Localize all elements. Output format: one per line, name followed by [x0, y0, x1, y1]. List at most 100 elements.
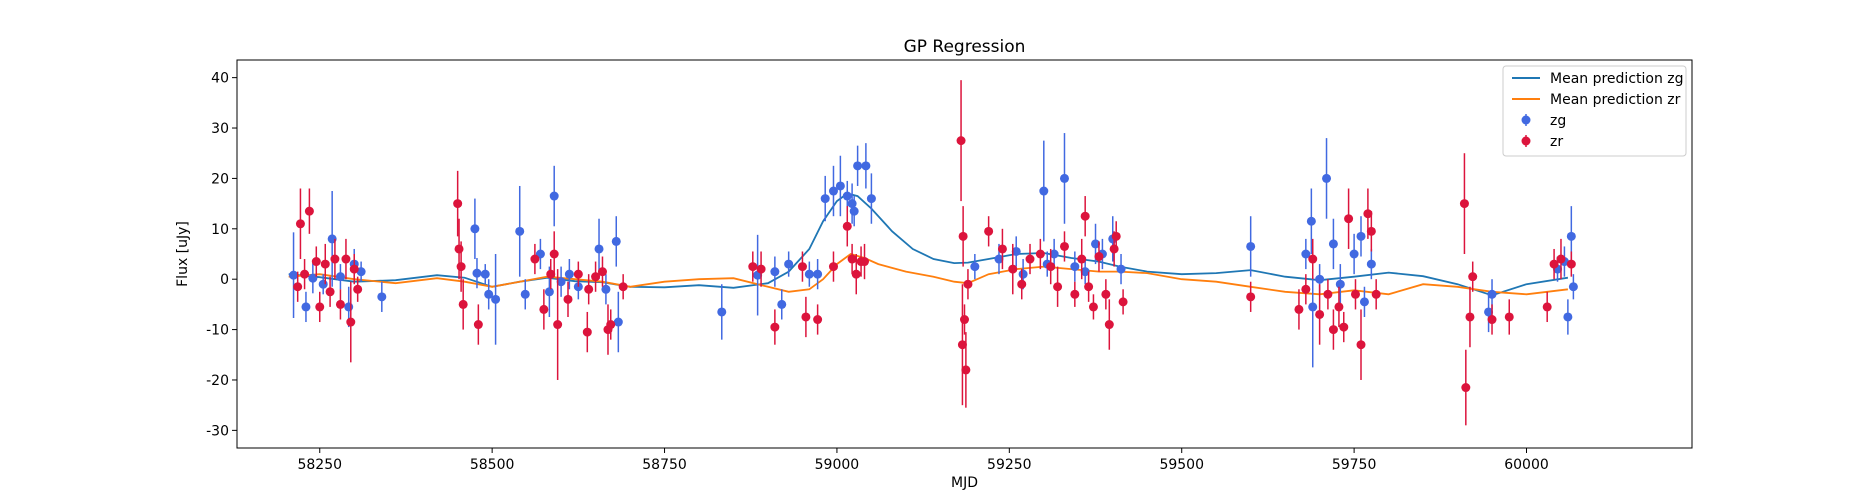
data-point-3-88	[1465, 312, 1475, 322]
data-point-3-58	[1053, 282, 1063, 292]
data-point-2-38	[847, 199, 857, 209]
data-point-3-75	[1315, 309, 1325, 319]
data-point-2-35	[828, 186, 838, 196]
data-point-3-29	[597, 267, 607, 277]
data-point-2-70	[1487, 289, 1497, 299]
data-point-2-42	[866, 194, 876, 204]
data-point-3-11	[346, 317, 356, 327]
data-point-2-58	[1301, 249, 1311, 259]
y-tick-label-1: -20	[206, 373, 229, 389]
data-point-2-3	[318, 279, 328, 289]
data-point-2-23	[594, 244, 604, 254]
data-point-2-25	[611, 236, 621, 246]
data-point-3-48	[960, 315, 969, 325]
legend-label-3: zr	[1550, 134, 1563, 150]
data-point-3-26	[582, 327, 592, 337]
data-point-3-92	[1542, 302, 1552, 312]
data-point-3-18	[473, 320, 483, 330]
data-point-3-12	[349, 264, 359, 274]
data-point-3-67	[1104, 320, 1114, 330]
data-point-2-37	[842, 191, 852, 201]
series-line-1	[288, 253, 1569, 296]
x-axis-label: MJD	[951, 475, 978, 491]
data-point-3-22	[549, 249, 559, 259]
data-point-3-79	[1339, 322, 1349, 332]
data-point-2-34	[820, 194, 830, 204]
data-point-2-66	[1356, 231, 1366, 241]
data-point-3-80	[1344, 214, 1354, 224]
x-tick-label-1: 58500	[470, 457, 515, 473]
x-tick-label-3: 59000	[815, 457, 860, 473]
chart-title: GP Regression	[904, 37, 1026, 57]
data-point-2-12	[480, 269, 490, 279]
data-point-2-46	[1018, 269, 1028, 279]
plot-area	[288, 80, 1578, 426]
data-point-2-8	[356, 267, 366, 277]
legend: Mean prediction zg Mean prediction zr zg zr	[1502, 65, 1687, 157]
data-point-2-9	[377, 292, 387, 302]
data-point-3-35	[770, 322, 780, 332]
y-axis-label: Flux [uJy]	[175, 221, 191, 287]
data-point-3-57	[1046, 262, 1056, 272]
data-point-3-68	[1109, 244, 1119, 254]
data-point-2-63	[1328, 239, 1338, 249]
data-point-3-38	[813, 315, 823, 325]
data-point-3-13	[353, 284, 363, 294]
data-point-2-64	[1335, 279, 1345, 289]
data-point-3-52	[997, 244, 1007, 254]
data-point-2-44	[994, 254, 1004, 264]
data-point-3-83	[1363, 209, 1373, 219]
data-point-3-36	[797, 262, 807, 272]
data-point-2-57	[1246, 241, 1256, 251]
data-point-3-31	[606, 320, 616, 330]
data-point-3-16	[456, 262, 466, 272]
data-point-3-89	[1468, 272, 1478, 282]
data-point-2-27	[717, 307, 727, 317]
x-tick-label-2: 58750	[642, 457, 687, 473]
x-tick-label-4: 59250	[987, 457, 1032, 473]
data-point-2-59	[1306, 216, 1316, 226]
data-point-2-51	[1070, 262, 1080, 272]
legend-marker-3	[1521, 136, 1531, 146]
data-point-3-41	[847, 254, 857, 264]
legend-box	[1502, 65, 1687, 157]
y-tick-label-4: 10	[211, 222, 229, 238]
data-point-2-56	[1116, 264, 1126, 274]
axes: 58250 58500 58750 59000 59250 59500 59750 60000…	[206, 59, 1693, 473]
data-point-2-2	[308, 273, 318, 283]
data-point-2-26	[613, 317, 623, 327]
legend-label-0: Mean prediction zg	[1550, 71, 1684, 87]
y-tick-label-7: 40	[211, 71, 229, 87]
data-point-2-60	[1308, 302, 1318, 312]
data-point-3-5	[315, 302, 325, 312]
x-tick-label-7: 60000	[1504, 457, 1549, 473]
data-point-2-40	[853, 161, 863, 171]
data-point-3-4	[311, 257, 321, 267]
data-point-2-69	[1484, 307, 1494, 317]
data-point-3-20	[539, 304, 549, 314]
data-point-2-15	[515, 226, 525, 236]
data-point-3-21	[546, 269, 556, 279]
data-point-3-60	[1070, 289, 1080, 299]
data-point-2-31	[784, 259, 794, 269]
data-point-3-40	[842, 221, 852, 231]
data-point-2-1	[301, 302, 311, 312]
data-point-3-51	[984, 226, 994, 236]
data-point-3-9	[335, 299, 345, 309]
data-point-3-76	[1323, 289, 1333, 299]
data-point-3-19	[530, 254, 540, 264]
data-point-3-90	[1487, 315, 1497, 325]
data-point-3-8	[330, 254, 340, 264]
data-point-3-55	[1025, 254, 1035, 264]
data-point-2-21	[564, 269, 574, 279]
data-point-3-86	[1459, 199, 1469, 209]
data-point-3-37	[801, 312, 811, 322]
data-point-3-24	[563, 294, 573, 304]
data-point-3-15	[454, 244, 464, 254]
data-point-3-95	[1566, 259, 1576, 269]
data-point-2-68	[1366, 259, 1376, 269]
data-point-3-10	[341, 254, 351, 264]
data-point-3-42	[851, 269, 861, 279]
data-point-3-63	[1084, 282, 1094, 292]
